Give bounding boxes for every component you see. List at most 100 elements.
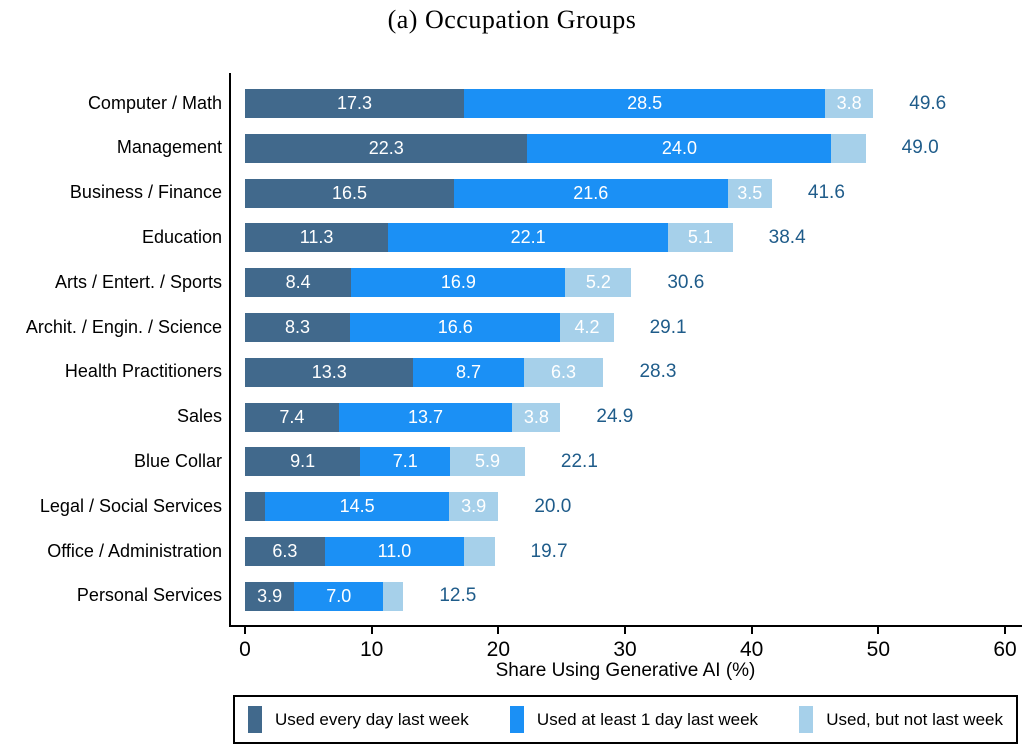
bar-segment-used-not-last-week: 3.5 <box>727 178 772 208</box>
legend-item-used-every-day: Used every day last week <box>248 706 469 733</box>
x-tick-label: 30 <box>613 638 637 661</box>
total-label: 38.4 <box>768 226 806 248</box>
x-tick-label: 60 <box>993 638 1017 661</box>
bar-segment-used-at-least-1-day: 8.7 <box>413 357 524 387</box>
bar-segment-value: 8.4 <box>285 272 311 293</box>
x-tick-label: 50 <box>866 638 890 661</box>
bar-segment-used-every-day: 6.3 <box>245 537 325 566</box>
bar-segment-value: 16.9 <box>440 272 476 293</box>
bar-segment-value: 5.1 <box>687 227 713 248</box>
category-label: Office / Administration <box>47 540 222 561</box>
total-label: 30.6 <box>667 271 705 293</box>
bar-segment-value: 3.9 <box>257 585 283 606</box>
x-tick <box>1004 627 1006 634</box>
bar-segment-used-at-least-1-day: 14.5 <box>265 492 449 522</box>
bar-segment-used-at-least-1-day: 21.6 <box>454 178 728 208</box>
bar-segment-used-every-day: 11.3 <box>245 223 389 253</box>
category-label: Arts / Entert. / Sports <box>54 271 222 292</box>
bar-segment-used-not-last-week: 3.8 <box>512 402 561 432</box>
bar-segment-used-at-least-1-day: 16.9 <box>351 268 566 298</box>
bar-segment-value: 7.1 <box>392 451 418 472</box>
bar-segment-used-not-last-week: 4.2 <box>560 313 614 342</box>
bar-segment-value: 5.9 <box>475 451 501 472</box>
bar-segment-used-not-last-week <box>831 133 866 163</box>
bar-segment-value: 13.3 <box>311 361 347 382</box>
category-label: Legal / Social Services <box>39 495 222 516</box>
legend-item-used-not-last-week: Used, but not last week <box>799 706 1003 733</box>
bar-segment-value: 9.1 <box>290 451 316 472</box>
x-tick <box>244 627 246 634</box>
x-tick <box>750 627 753 634</box>
total-label: 41.6 <box>807 182 845 204</box>
legend-label: Used every day last week <box>275 709 469 729</box>
bar-segment-value: 3.8 <box>523 406 549 427</box>
bar-segment-value: 22.3 <box>368 137 404 158</box>
bar-segment-used-at-least-1-day: 11.0 <box>324 537 465 566</box>
category-label: Blue Collar <box>133 450 222 471</box>
bar-segment-value: 11.3 <box>299 227 334 248</box>
bar-segment-value: 5.2 <box>585 272 611 293</box>
bar-segment-used-every-day: 3.9 <box>245 581 295 611</box>
bar-segment-value: 6.3 <box>272 541 298 561</box>
x-axis-line <box>229 625 1022 627</box>
bar-segment-value: 13.7 <box>407 406 443 427</box>
bar-segment-value: 7.0 <box>326 585 352 606</box>
category-label: Personal Services <box>76 585 222 606</box>
bar-segment-used-every-day: 8.3 <box>245 313 351 342</box>
category-label: Computer / Math <box>87 92 222 113</box>
bar-segment-used-at-least-1-day: 24.0 <box>527 133 832 163</box>
bar-segment-used-at-least-1-day: 22.1 <box>388 223 669 253</box>
x-axis-title: Share Using Generative AI (%) <box>495 660 756 681</box>
bar-segment-value: 17.3 <box>337 93 373 113</box>
total-label: 12.5 <box>439 585 477 607</box>
bar-segment-value: 8.3 <box>285 317 311 337</box>
legend-label: Used, but not last week <box>826 709 1003 729</box>
category-label: Business / Finance <box>69 182 222 203</box>
bar-segment-used-every-day: 7.4 <box>245 402 339 432</box>
legend-item-used-at-least-1-day: Used at least 1 day last week <box>509 706 759 733</box>
category-label: Management <box>116 137 222 158</box>
bar-segment-used-not-last-week: 3.8 <box>825 89 874 118</box>
total-label: 22.1 <box>560 450 598 472</box>
bar-segment-used-every-day: 8.4 <box>245 268 352 298</box>
legend: Used every day last week Used at least 1… <box>233 695 1018 744</box>
bar-segment-used-every-day: 13.3 <box>245 357 414 387</box>
total-label: 29.1 <box>649 316 687 338</box>
total-label: 20.0 <box>534 495 572 517</box>
bar-segment-used-every-day: 16.5 <box>245 178 454 208</box>
category-label: Education <box>141 226 222 247</box>
bar-segment-value: 22.1 <box>510 227 546 248</box>
bar-segment-used-not-last-week: 5.1 <box>668 223 733 253</box>
x-tick-label: 40 <box>739 638 764 661</box>
bar-segment-used-every-day: 22.3 <box>245 133 528 163</box>
bar-segment-value: 3.5 <box>737 182 763 203</box>
legend-swatch-used-at-least-1-day <box>509 706 524 733</box>
bar-segment-used-every-day: 9.1 <box>245 447 361 477</box>
total-label: 19.7 <box>530 540 568 562</box>
bar-segment-used-every-day <box>245 492 266 522</box>
bar-segment-value: 11.0 <box>377 541 412 561</box>
bar-segment-value: 3.9 <box>461 496 487 517</box>
bar-segment-used-not-last-week: 5.2 <box>565 268 632 298</box>
bar-segment-value: 3.8 <box>836 93 862 113</box>
bar-segment-used-not-last-week: 3.9 <box>448 492 499 522</box>
bar-segment-value: 16.6 <box>437 317 473 337</box>
category-label: Archit. / Engin. / Science <box>25 316 222 337</box>
bar-segment-value: 21.6 <box>573 182 609 203</box>
bar-segment-value: 14.5 <box>339 496 375 517</box>
bar-segment-used-not-last-week <box>383 581 404 611</box>
bar-segment-used-at-least-1-day: 13.7 <box>338 402 513 432</box>
x-tick <box>877 627 880 634</box>
legend-swatch-used-not-last-week <box>799 706 814 733</box>
total-label: 49.0 <box>901 137 939 159</box>
bar-segment-value: 28.5 <box>627 93 663 113</box>
legend-label: Used at least 1 day last week <box>536 709 759 729</box>
bar-segment-value: 6.3 <box>551 361 577 382</box>
category-label: Sales <box>176 406 222 427</box>
bar-segment-used-at-least-1-day: 7.0 <box>294 581 384 611</box>
legend-swatch-used-every-day <box>248 706 262 733</box>
x-tick <box>624 627 626 634</box>
bar-segment-value: 4.2 <box>574 317 600 337</box>
